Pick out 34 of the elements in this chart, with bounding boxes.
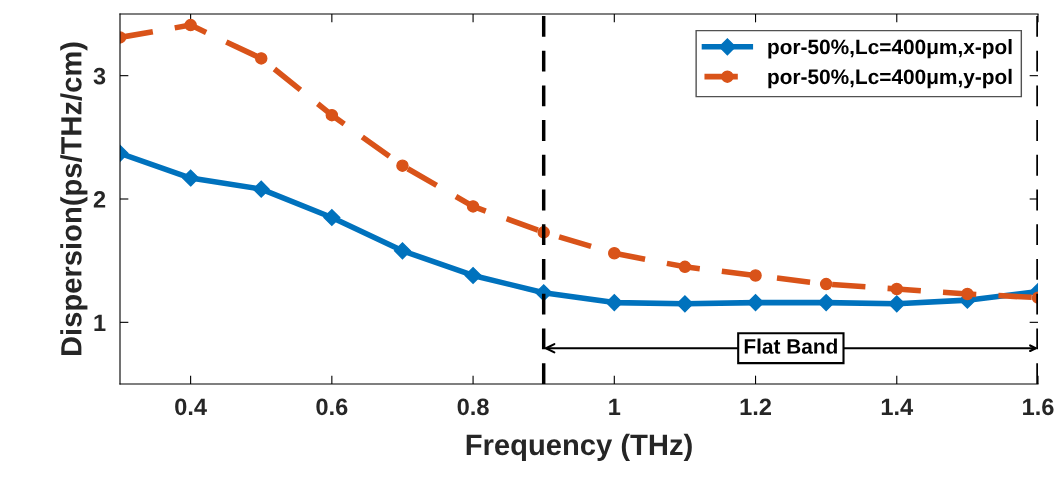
y-tick-label: 1 [94,314,106,331]
point [605,294,623,312]
point [608,247,621,260]
point [396,159,409,172]
x-tick-label: 1 [609,398,621,415]
point [678,260,692,274]
point [749,269,762,282]
point [393,242,412,260]
x-tick-label: 0.4 [175,398,207,416]
point [252,180,270,198]
y-tick-label: 2 [93,191,106,208]
x-tick-label: 1.4 [881,398,914,415]
y-axis-title: Dispersion(ps/THz/cm) [60,42,88,356]
y-tick-label: 3 [93,67,106,85]
x-tick-label: 0.8 [457,398,489,416]
x-tick-label: 0.6 [316,398,348,416]
legend-label: por-50%,Lc=400μm,y-pol [768,68,1012,89]
point [466,200,480,213]
point [890,282,904,296]
point [323,208,341,227]
point [184,18,197,32]
legend-label: por-50%,Lc=400μm,x-pol [768,39,1012,59]
x-tick-label: 1.2 [740,398,772,415]
point [325,108,339,122]
point [182,169,200,187]
point [464,266,482,285]
point [254,52,268,65]
x-axis-title: Frequency (THz) [466,433,692,461]
point [961,287,974,301]
point [676,295,694,313]
point [819,277,833,291]
point [888,295,906,313]
annotation: Flat Band [744,338,837,354]
x-tick-label: 1.6 [1023,398,1054,416]
